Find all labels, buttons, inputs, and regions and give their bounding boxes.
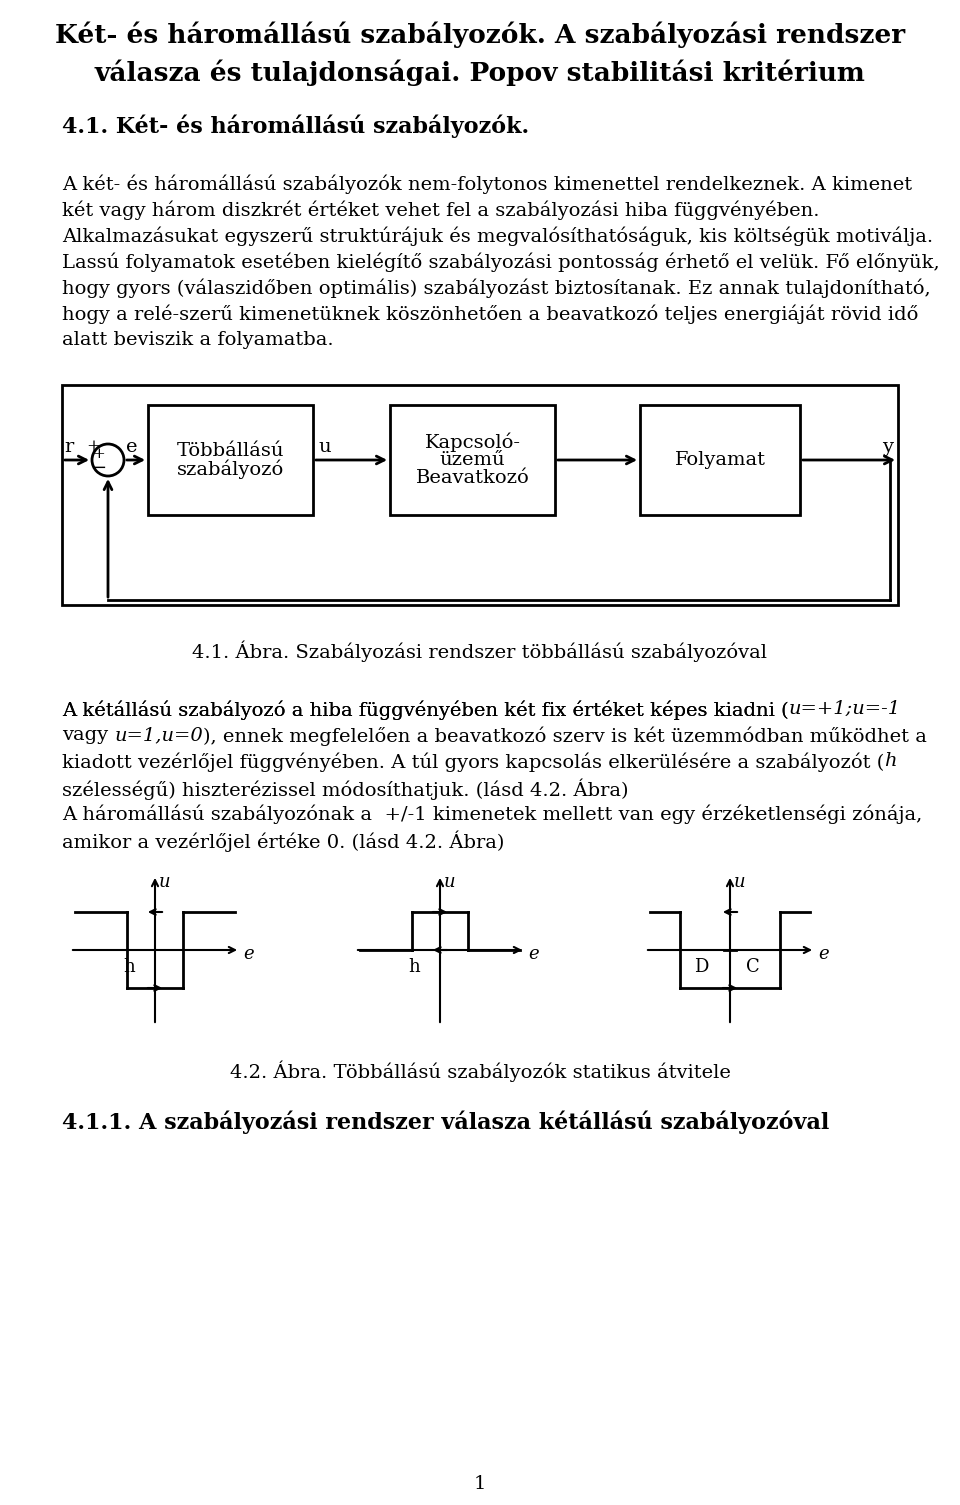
- Text: A két- és háromállású szabályozók nem-folytonos kimenettel rendelkeznek. A kimen: A két- és háromállású szabályozók nem-fo…: [62, 175, 912, 194]
- Text: D: D: [694, 959, 708, 977]
- Text: u: u: [318, 438, 330, 456]
- Text: 4.1. Ábra. Szabályozási rendszer többállású szabályozóval: 4.1. Ábra. Szabályozási rendszer többáll…: [193, 640, 767, 662]
- Text: e: e: [126, 438, 137, 456]
- Text: hogy gyors (válaszidőben optimális) szabályozást biztosítanak. Ez annak tulajdon: hogy gyors (válaszidőben optimális) szab…: [62, 278, 930, 298]
- Text: 4.2. Ábra. Többállású szabályozók statikus átvitele: 4.2. Ábra. Többállású szabályozók statik…: [229, 1060, 731, 1082]
- Text: kiadott vezérlőjel függvényében. A túl gyors kapcsolás elkerülésére a szabályozó: kiadott vezérlőjel függvényében. A túl g…: [62, 752, 884, 772]
- Text: szabályozó: szabályozó: [177, 459, 284, 479]
- Text: Folyamat: Folyamat: [675, 452, 765, 470]
- Text: Beavatkozó: Beavatkozó: [416, 470, 529, 488]
- Text: ), ennek megfelelően a beavatkozó szerv is két üzemmódban működhet a: ), ennek megfelelően a beavatkozó szerv …: [204, 725, 927, 745]
- Bar: [390, 405, 555, 515]
- Text: u=+1;u=-1: u=+1;u=-1: [789, 700, 900, 718]
- Text: C: C: [746, 959, 759, 977]
- Text: h: h: [884, 752, 897, 771]
- Text: A kétállású szabályozó a hiba függvényében két fix értéket képes kiadni (: A kétállású szabályozó a hiba függvényéb…: [62, 700, 789, 719]
- Bar: [640, 405, 800, 515]
- Text: u: u: [159, 873, 171, 891]
- Text: u=1,u=0: u=1,u=0: [114, 725, 204, 743]
- Text: válasza és tulajdonságai. Popov stabilitási kritérium: válasza és tulajdonságai. Popov stabilit…: [95, 60, 865, 86]
- Text: +: +: [92, 447, 106, 461]
- Text: üzemű: üzemű: [440, 452, 505, 470]
- Bar: [62, 385, 898, 605]
- Text: h: h: [123, 959, 134, 977]
- Text: Két- és háromállású szabályozók. A szabályozási rendszer: Két- és háromállású szabályozók. A szabá…: [55, 23, 905, 48]
- Text: Kapcsoló-: Kapcsoló-: [424, 432, 520, 451]
- Text: u: u: [444, 873, 456, 891]
- Text: alatt beviszik a folyamatba.: alatt beviszik a folyamatba.: [62, 331, 334, 349]
- Text: r: r: [64, 438, 73, 456]
- Text: u: u: [734, 873, 746, 891]
- Text: e: e: [243, 945, 253, 963]
- Text: két vagy három diszkrét értéket vehet fel a szabályozási hiba függvényében.: két vagy három diszkrét értéket vehet fe…: [62, 202, 820, 221]
- Text: −: −: [91, 459, 107, 477]
- Bar: [148, 405, 313, 515]
- Text: Többállású: Többállású: [177, 442, 284, 461]
- Text: szélességű) hiszterézissel módosíthatjuk. (lásd 4.2. Ábra): szélességű) hiszterézissel módosíthatjuk…: [62, 778, 629, 799]
- Text: 4.1.1. A szabályozási rendszer válasza kétállású szabályozóval: 4.1.1. A szabályozási rendszer válasza k…: [62, 1111, 829, 1133]
- Circle shape: [92, 444, 124, 476]
- Text: Alkalmazásukat egyszerű struktúrájuk és megvalósíthatóságuk, kis költségük motiv: Alkalmazásukat egyszerű struktúrájuk és …: [62, 227, 933, 247]
- Text: +: +: [86, 438, 100, 455]
- Text: e: e: [528, 945, 539, 963]
- Text: Lassú folyamatok esetében kielégítő szabályozási pontosság érhető el velük. Fő e: Lassú folyamatok esetében kielégítő szab…: [62, 253, 940, 272]
- Text: A háromállású szabályozónak a  +/-1 kimenetek mellett van egy érzéketlenségi zón: A háromállású szabályozónak a +/-1 kimen…: [62, 804, 923, 823]
- Text: vagy: vagy: [62, 725, 114, 743]
- Text: h: h: [408, 959, 420, 977]
- Text: A kétállású szabályozó a hiba függvényében két fix értéket képes kiadni (: A kétállású szabályozó a hiba függvényéb…: [62, 700, 789, 719]
- Text: hogy a relé-szerű kimenetüknek köszönhetően a beavatkozó teljes energiáját rövid: hogy a relé-szerű kimenetüknek köszönhet…: [62, 306, 919, 325]
- Text: amikor a vezérlőjel értéke 0. (lásd 4.2. Ábra): amikor a vezérlőjel értéke 0. (lásd 4.2.…: [62, 829, 504, 852]
- Text: y: y: [882, 438, 893, 456]
- Text: 1: 1: [474, 1475, 486, 1493]
- Text: e: e: [818, 945, 828, 963]
- Text: 4.1. Két- és háromállású szabályozók.: 4.1. Két- és háromállású szabályozók.: [62, 114, 529, 138]
